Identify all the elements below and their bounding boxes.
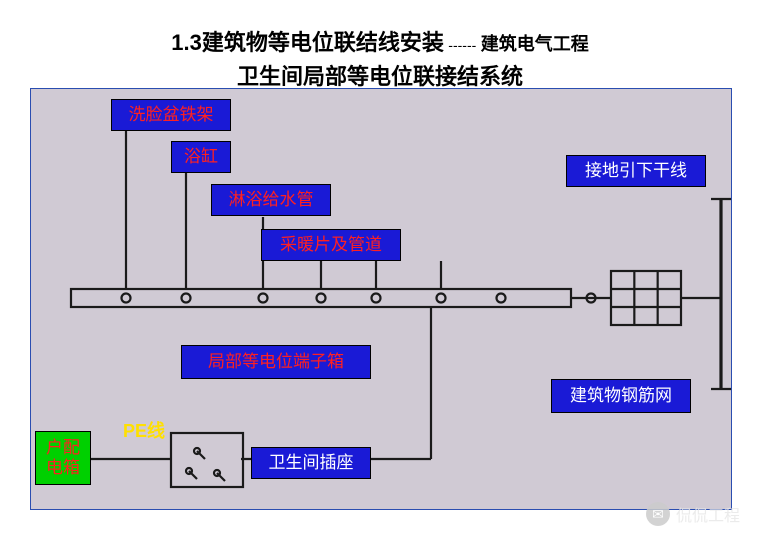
label-dist-box: 户配 电箱	[35, 431, 91, 485]
label-socket: 卫生间插座	[251, 447, 371, 479]
title-block: 1.3建筑物等电位联结线安装 ------ 建筑电气工程 卫生间局部等电位联接结…	[0, 25, 760, 91]
label-shower: 淋浴给水管	[211, 184, 331, 216]
label-heating: 采暖片及管道	[261, 229, 401, 261]
title-dash: ------	[448, 37, 476, 53]
label-rebar: 建筑物钢筋网	[551, 379, 691, 413]
label-ground-main: 接地引下干线	[566, 155, 706, 187]
wechat-icon: ✉	[646, 502, 670, 526]
title-line2: 卫生间局部等电位联接结系统	[0, 59, 760, 91]
watermark-text: 侃侃工程	[676, 502, 740, 526]
diagram-svg	[31, 89, 731, 509]
title-sub: 建筑电气工程	[481, 34, 589, 54]
diagram-canvas: 洗脸盆铁架 浴缸 淋浴给水管 采暖片及管道 接地引下干线 局部等电位端子箱 建筑…	[30, 88, 732, 510]
label-terminal: 局部等电位端子箱	[181, 345, 371, 379]
title-main: 1.3建筑物等电位联结线安装	[171, 30, 444, 55]
label-pe: PE线	[123, 417, 165, 443]
label-basin: 洗脸盆铁架	[111, 99, 231, 131]
watermark: ✉ 侃侃工程	[646, 502, 740, 526]
label-tub: 浴缸	[171, 141, 231, 173]
